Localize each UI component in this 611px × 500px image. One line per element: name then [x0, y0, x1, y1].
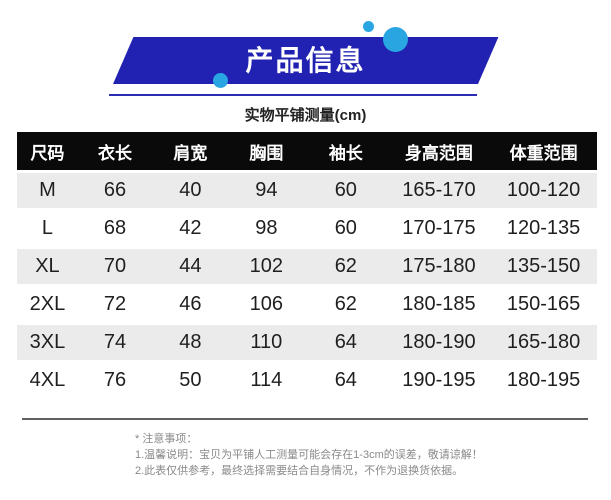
table-cell: 42	[152, 211, 229, 246]
table-cell: 114	[228, 363, 305, 398]
header-cell: 体重范围	[490, 132, 597, 170]
table-row: 2XL 72 46 106 62 180-185 150-165	[17, 287, 597, 322]
table-cell: 74	[77, 325, 153, 360]
table-cell: 62	[304, 249, 388, 284]
table-cell: 110	[228, 325, 305, 360]
table-cell: 70	[77, 249, 153, 284]
header-cell: 身高范围	[387, 132, 491, 170]
table-cell: 190-195	[387, 363, 491, 398]
table-cell: 170-175	[387, 211, 491, 246]
header-cell: 尺码	[17, 132, 78, 170]
size-table: 尺码 衣长 肩宽 胸围 袖长 身高范围 体重范围 M 66 40 94 60 165-170 100-1…	[17, 129, 597, 401]
note-line: 2.此表仅供参考，最终选择需要结合自身情况，不作为退换货依据。	[135, 465, 464, 477]
deco-circle-small-icon	[363, 21, 374, 32]
note-line: 1.温馨说明：宝贝为平铺人工测量可能会存在1-3cm的误差，敬请谅解！	[135, 449, 483, 461]
table-cell: 120-135	[490, 211, 597, 246]
table-cell: XL	[17, 249, 78, 284]
table-cell: 2XL	[17, 287, 78, 322]
table-cell: 98	[228, 211, 305, 246]
table-cell: 72	[77, 287, 153, 322]
header-cell: 衣长	[77, 132, 153, 170]
table-cell: 150-165	[490, 287, 597, 322]
table-cell: 165-180	[490, 325, 597, 360]
table-header-row: 尺码 衣长 肩宽 胸围 袖长 身高范围 体重范围	[17, 132, 597, 170]
table-cell: 60	[304, 211, 388, 246]
table-cell: 76	[77, 363, 153, 398]
notes-heading: * 注意事项：	[135, 433, 198, 445]
table-cell: 44	[152, 249, 229, 284]
table-cell: 64	[304, 325, 388, 360]
table-cell: 4XL	[17, 363, 78, 398]
table-cell: 64	[304, 363, 388, 398]
page-title: 产品信息	[245, 45, 366, 76]
table-cell: 46	[152, 287, 229, 322]
table-cell: 62	[304, 287, 388, 322]
table-cell: 48	[152, 325, 229, 360]
size-chart-table: 尺码 衣长 肩宽 胸围 袖长 身高范围 体重范围 M 66 40 94 60 165-170 100-1…	[17, 129, 597, 401]
table-cell: 100-120	[490, 173, 597, 208]
table-row: 3XL 74 48 110 64 180-190 165-180	[17, 325, 597, 360]
table-row: XL 70 44 102 62 175-180 135-150	[17, 249, 597, 284]
table-cell: 165-170	[387, 173, 491, 208]
divider-line	[22, 418, 588, 420]
table-cell: 106	[228, 287, 305, 322]
table-cell: L	[17, 211, 78, 246]
table-cell: 40	[152, 173, 229, 208]
table-cell: 135-150	[490, 249, 597, 284]
header-cell: 袖长	[304, 132, 388, 170]
title-underline	[109, 94, 477, 96]
table-cell: 180-190	[387, 325, 491, 360]
table-cell: 50	[152, 363, 229, 398]
notes-list: 1.温馨说明：宝贝为平铺人工测量可能会存在1-3cm的误差，敬请谅解！ 2.此表仅…	[135, 447, 555, 479]
table-cell: 180-195	[490, 363, 597, 398]
header-cell: 肩宽	[152, 132, 229, 170]
deco-circle-medium-icon	[213, 73, 228, 88]
table-cell: 60	[304, 173, 388, 208]
table-cell: 66	[77, 173, 153, 208]
table-row: L 68 42 98 60 170-175 120-135	[17, 211, 597, 246]
table-row: 4XL 76 50 114 64 190-195 180-195	[17, 363, 597, 398]
table-row: M 66 40 94 60 165-170 100-120	[17, 173, 597, 208]
measurement-subtitle: 实物平铺测量(cm)	[244, 107, 367, 124]
table-cell: 94	[228, 173, 305, 208]
table-cell: 180-185	[387, 287, 491, 322]
table-cell: 68	[77, 211, 153, 246]
notes: * 注意事项： 1.温馨说明：宝贝为平铺人工测量可能会存在1-3cm的误差，敬请…	[135, 431, 555, 479]
table-cell: 102	[228, 249, 305, 284]
deco-circle-large-icon	[383, 27, 408, 52]
table-cell: 3XL	[17, 325, 78, 360]
header-cell: 胸围	[228, 132, 305, 170]
table-cell: M	[17, 173, 78, 208]
table-cell: 175-180	[387, 249, 491, 284]
